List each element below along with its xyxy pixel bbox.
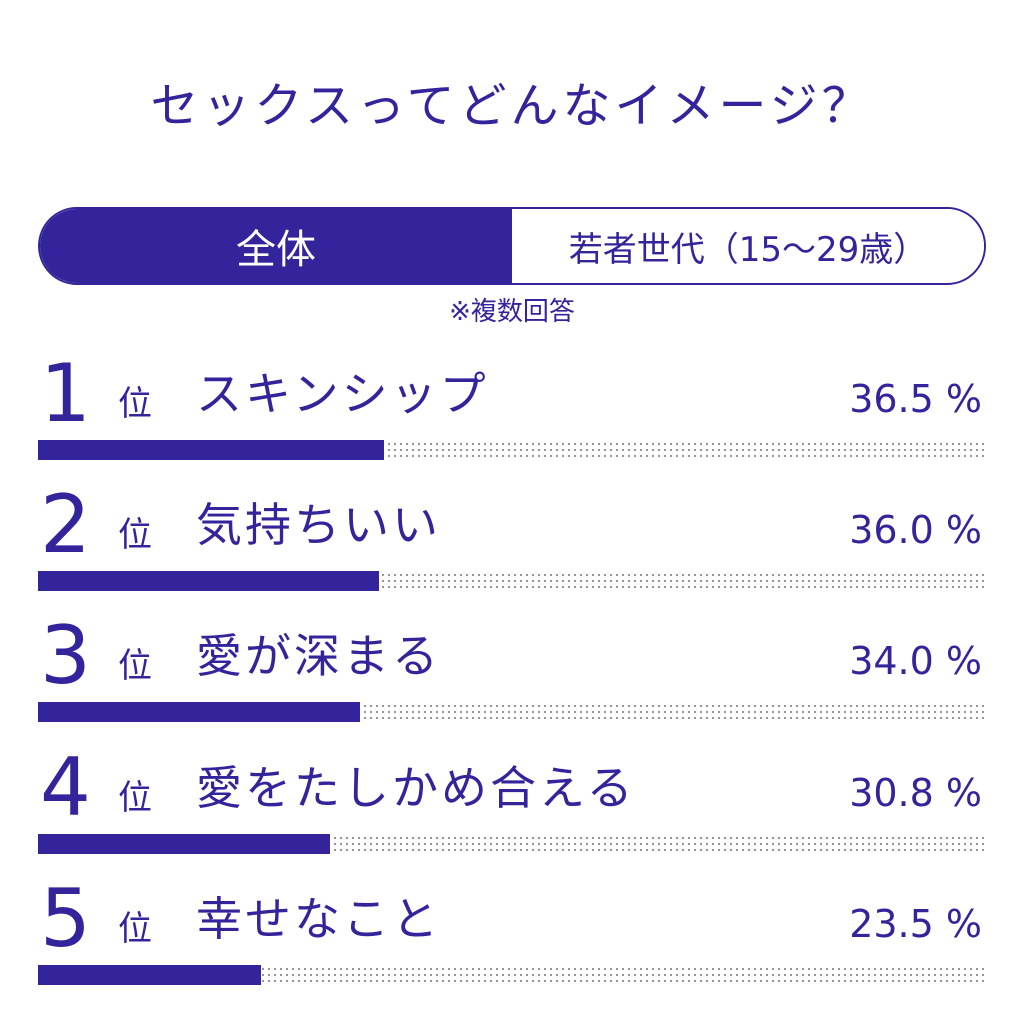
bar-track	[38, 571, 986, 591]
rank-value: 23.5 %	[849, 902, 982, 946]
rank-row-4: 4 位愛をたしかめ合える 30.8 %	[38, 746, 986, 856]
tab-young-generation[interactable]: 若者世代（15〜29歳）	[512, 209, 984, 283]
rank-row-1: 1 位スキンシップ 36.5 %	[38, 352, 986, 462]
rank-suffix: 位	[118, 909, 152, 949]
rank-number: 5	[40, 872, 91, 965]
bar-2	[38, 571, 379, 591]
bar-track	[38, 440, 986, 460]
rank-number: 4	[40, 741, 91, 834]
segment-tabs: 全体 若者世代（15〜29歳）	[38, 207, 986, 285]
rank-row-2: 2 位気持ちいい 36.0 %	[38, 483, 986, 593]
rank-label: 幸せなこと	[196, 892, 441, 946]
bar-1	[38, 440, 384, 460]
rank-label: スキンシップ	[196, 367, 489, 421]
rank-value: 30.8 %	[849, 771, 982, 815]
rank-suffix: 位	[118, 646, 152, 686]
bar-track	[38, 834, 986, 854]
page-title: セックスってどんなイメージ？	[150, 78, 874, 134]
rank-suffix: 位	[118, 778, 152, 818]
rank-suffix: 位	[118, 384, 152, 424]
rank-label: 愛をたしかめ合える	[196, 761, 636, 815]
rank-row-3: 3 位愛が深まる 34.0 %	[38, 614, 986, 724]
rank-value: 34.0 %	[849, 639, 982, 683]
rank-label: 気持ちいい	[196, 498, 441, 552]
bar-track	[38, 965, 986, 985]
rank-value: 36.0 %	[849, 508, 982, 552]
tab-overall[interactable]: 全体	[40, 209, 512, 283]
rank-number: 3	[40, 609, 91, 702]
multiple-answer-note: ※複数回答	[449, 297, 575, 327]
rank-label: 愛が深まる	[196, 629, 441, 683]
bar-5	[38, 965, 261, 985]
rank-number: 2	[40, 478, 91, 571]
rank-number: 1	[40, 347, 91, 440]
bar-track	[38, 702, 986, 722]
rank-suffix: 位	[118, 515, 152, 555]
bar-4	[38, 834, 330, 854]
bar-3	[38, 702, 360, 722]
rank-row-5: 5 位幸せなこと 23.5 %	[38, 877, 986, 987]
rank-value: 36.5 %	[849, 377, 982, 421]
